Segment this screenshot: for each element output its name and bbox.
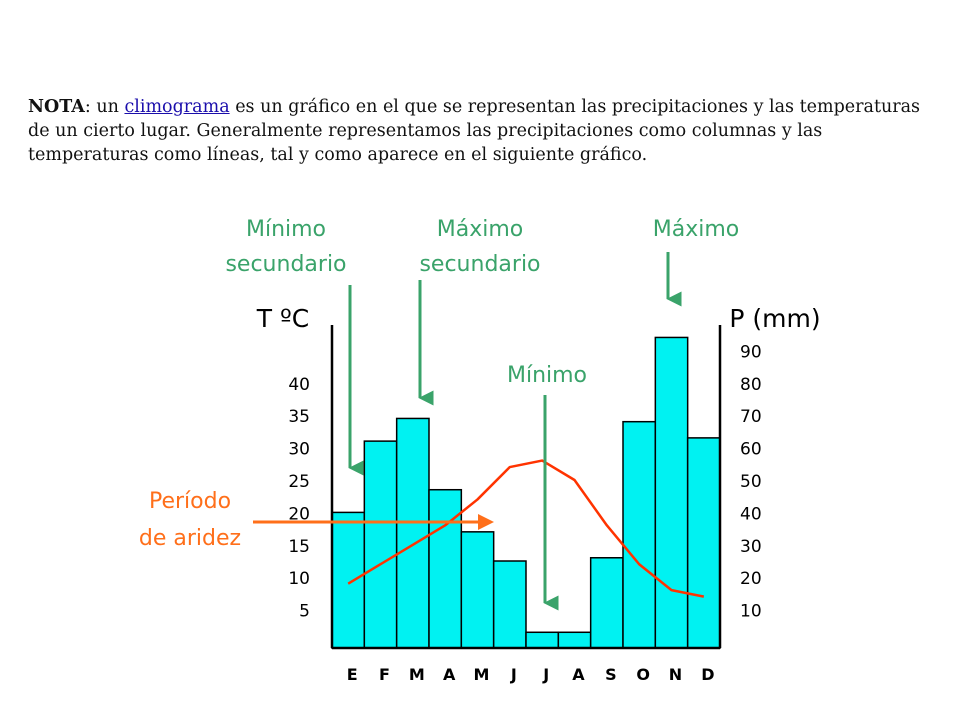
month-tick-label: S: [605, 665, 617, 684]
precipitation-tick-label: 70: [740, 407, 762, 427]
annotation-min-secondary-line1: Mínimo: [246, 217, 326, 242]
temperature-tick-label: 10: [288, 569, 310, 589]
annotation-max-secondary-line2: secundario: [419, 252, 540, 277]
precipitation-tick-label: 90: [740, 342, 762, 362]
annotation-arid-line2: de aridez: [139, 526, 241, 551]
annotation-max: Máximo: [653, 217, 740, 242]
annotation-min: Mínimo: [507, 363, 587, 388]
precipitation-axis-label: P (mm): [729, 304, 820, 333]
precipitation-bar: [395, 417, 430, 649]
precipitation-bar: [557, 631, 592, 649]
precipitation-tick-label: 20: [740, 569, 762, 589]
month-tick-label: M: [474, 665, 490, 684]
month-tick-label: F: [379, 665, 390, 684]
chart-frame: [330, 325, 722, 650]
month-tick-label: D: [701, 665, 714, 684]
precipitation-tick-label: 50: [740, 472, 762, 492]
month-tick-label: A: [572, 665, 585, 684]
precipitation-tick-label: 40: [740, 504, 762, 524]
precipitation-tick-label: 10: [740, 602, 762, 622]
temperature-tick-label: 25: [288, 472, 310, 492]
month-tick-label: M: [409, 665, 425, 684]
precipitation-bar: [460, 531, 495, 649]
precipitation-tick-label: 30: [740, 537, 762, 557]
precipitation-tick-labels: 10 20 30 40 50 60 70 80 90: [740, 342, 762, 621]
precipitation-bar: [331, 511, 366, 649]
precipitation-tick-label: 60: [740, 440, 762, 460]
precipitation-bar: [622, 420, 657, 649]
annotations: Mínimo secundario Máximo secundario Máxi…: [139, 217, 740, 611]
temperature-tick-label: 5: [299, 602, 310, 622]
precipitation-bar: [589, 557, 624, 649]
temperature-tick-labels: 5 10 15 20 25 30 35 40: [288, 375, 310, 622]
arrow-arid-head: [478, 514, 494, 530]
month-tick-label: J: [542, 665, 549, 684]
temperature-tick-label: 20: [288, 504, 310, 524]
month-tick-label: A: [443, 665, 456, 684]
month-tick-label: J: [510, 665, 517, 684]
annotation-max-secondary-line1: Máximo: [437, 217, 524, 242]
temperature-line: [347, 459, 705, 598]
precipitation-bar: [525, 631, 560, 649]
note-paragraph: NOTA: un climograma es un gráfico en el …: [28, 95, 938, 167]
note-text-start: : un: [84, 97, 125, 117]
temperature-tick-label: 30: [288, 440, 310, 460]
month-tick-label: O: [636, 665, 650, 684]
annotation-arid-line1: Período: [149, 489, 231, 514]
precipitation-tick-label: 80: [740, 375, 762, 395]
climograma-link[interactable]: climograma: [124, 97, 230, 117]
precipitation-bar: [428, 488, 463, 649]
annotation-min-secondary-line2: secundario: [225, 252, 346, 277]
temperature-tick-label: 15: [288, 537, 310, 557]
note-label: NOTA: [28, 97, 85, 117]
temperature-axis-label: T ºC: [256, 304, 309, 333]
month-tick-label: E: [347, 665, 358, 684]
temperature-tick-label: 35: [288, 407, 310, 427]
precipitation-bar: [363, 440, 398, 649]
precipitation-bar: [654, 336, 689, 649]
note-text-end: es un gráfico en el que se representan l…: [28, 97, 921, 165]
temperature-tick-label: 40: [288, 375, 310, 395]
month-tick-label: N: [669, 665, 682, 684]
precipitation-bar: [686, 437, 721, 649]
precipitation-bar: [492, 560, 527, 649]
